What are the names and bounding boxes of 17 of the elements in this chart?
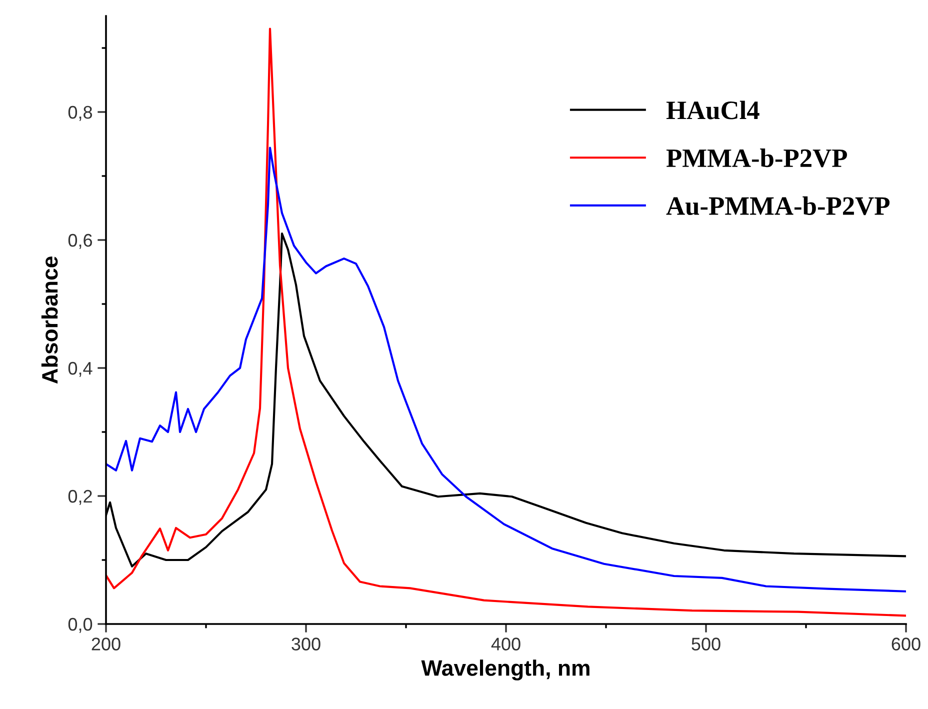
line-series (106, 146, 906, 592)
legend-label: Au-PMMA-b-P2VP (666, 196, 890, 216)
y-tick-label: 0,2 (68, 490, 92, 505)
legend-label: HAuCl4 (666, 100, 760, 120)
x-tick-label: 300 (292, 638, 320, 650)
x-tick-label: 600 (892, 638, 920, 650)
y-tick-label: 0,6 (68, 234, 92, 249)
y-tick-label: 0,4 (68, 362, 92, 377)
x-tick-label: 200 (92, 638, 120, 650)
line-series (106, 28, 906, 617)
y-tick-label: 0,0 (68, 618, 92, 633)
y-axis-title: Absorbance (41, 256, 58, 384)
y-tick-label: 0,8 (68, 106, 92, 121)
x-tick-label: 500 (692, 638, 720, 650)
legend-label: PMMA-b-P2VP (666, 148, 847, 168)
x-tick-label: 400 (491, 638, 520, 650)
x-axis-title: Wavelength, nm (421, 660, 590, 680)
